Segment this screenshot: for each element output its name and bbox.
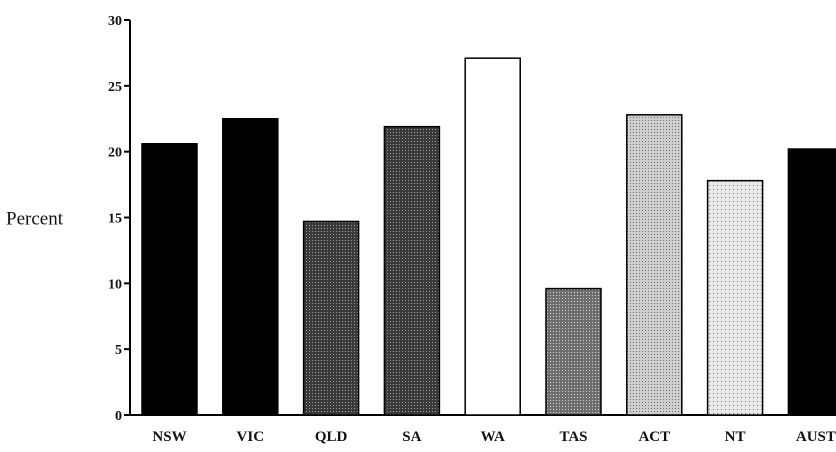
y-tick-label: 10: [108, 277, 122, 292]
x-tick-label-nt: NT: [725, 429, 746, 445]
x-tick-label-vic: VIC: [237, 429, 265, 445]
bar-nt: [706, 179, 764, 416]
bars: [141, 57, 836, 416]
bar-act: [626, 114, 683, 416]
x-tick-label-wa: WA: [481, 429, 505, 445]
y-tick-label: 5: [115, 343, 122, 358]
y-tick-label: 15: [108, 212, 122, 227]
x-tick-label-act: ACT: [638, 429, 670, 445]
labels: 0 5 10 15 20 25 30 Percent NSW VIC QLD SA WA TAS ACT NT…: [6, 14, 836, 445]
bar-nsw: [141, 143, 198, 416]
y-tick-label: 0: [115, 409, 122, 424]
bar-vic: [222, 118, 279, 416]
x-tick-label-qld: QLD: [315, 429, 348, 445]
x-tick-label-aust: AUST: [796, 429, 836, 445]
y-tick-label: 30: [108, 14, 122, 29]
y-axis-label: Percent: [6, 209, 64, 230]
bar-tas: [545, 287, 602, 416]
bar-qld: [302, 220, 360, 416]
x-tick-label-nsw: NSW: [152, 429, 186, 445]
bar-sa: [383, 125, 441, 416]
y-tick-label: 25: [108, 80, 122, 95]
bar-aust: [787, 148, 836, 416]
x-tick-label-sa: SA: [402, 429, 421, 445]
bar-wa: [464, 57, 521, 416]
x-tick-label-tas: TAS: [559, 429, 587, 445]
y-tick-label: 20: [108, 146, 122, 161]
